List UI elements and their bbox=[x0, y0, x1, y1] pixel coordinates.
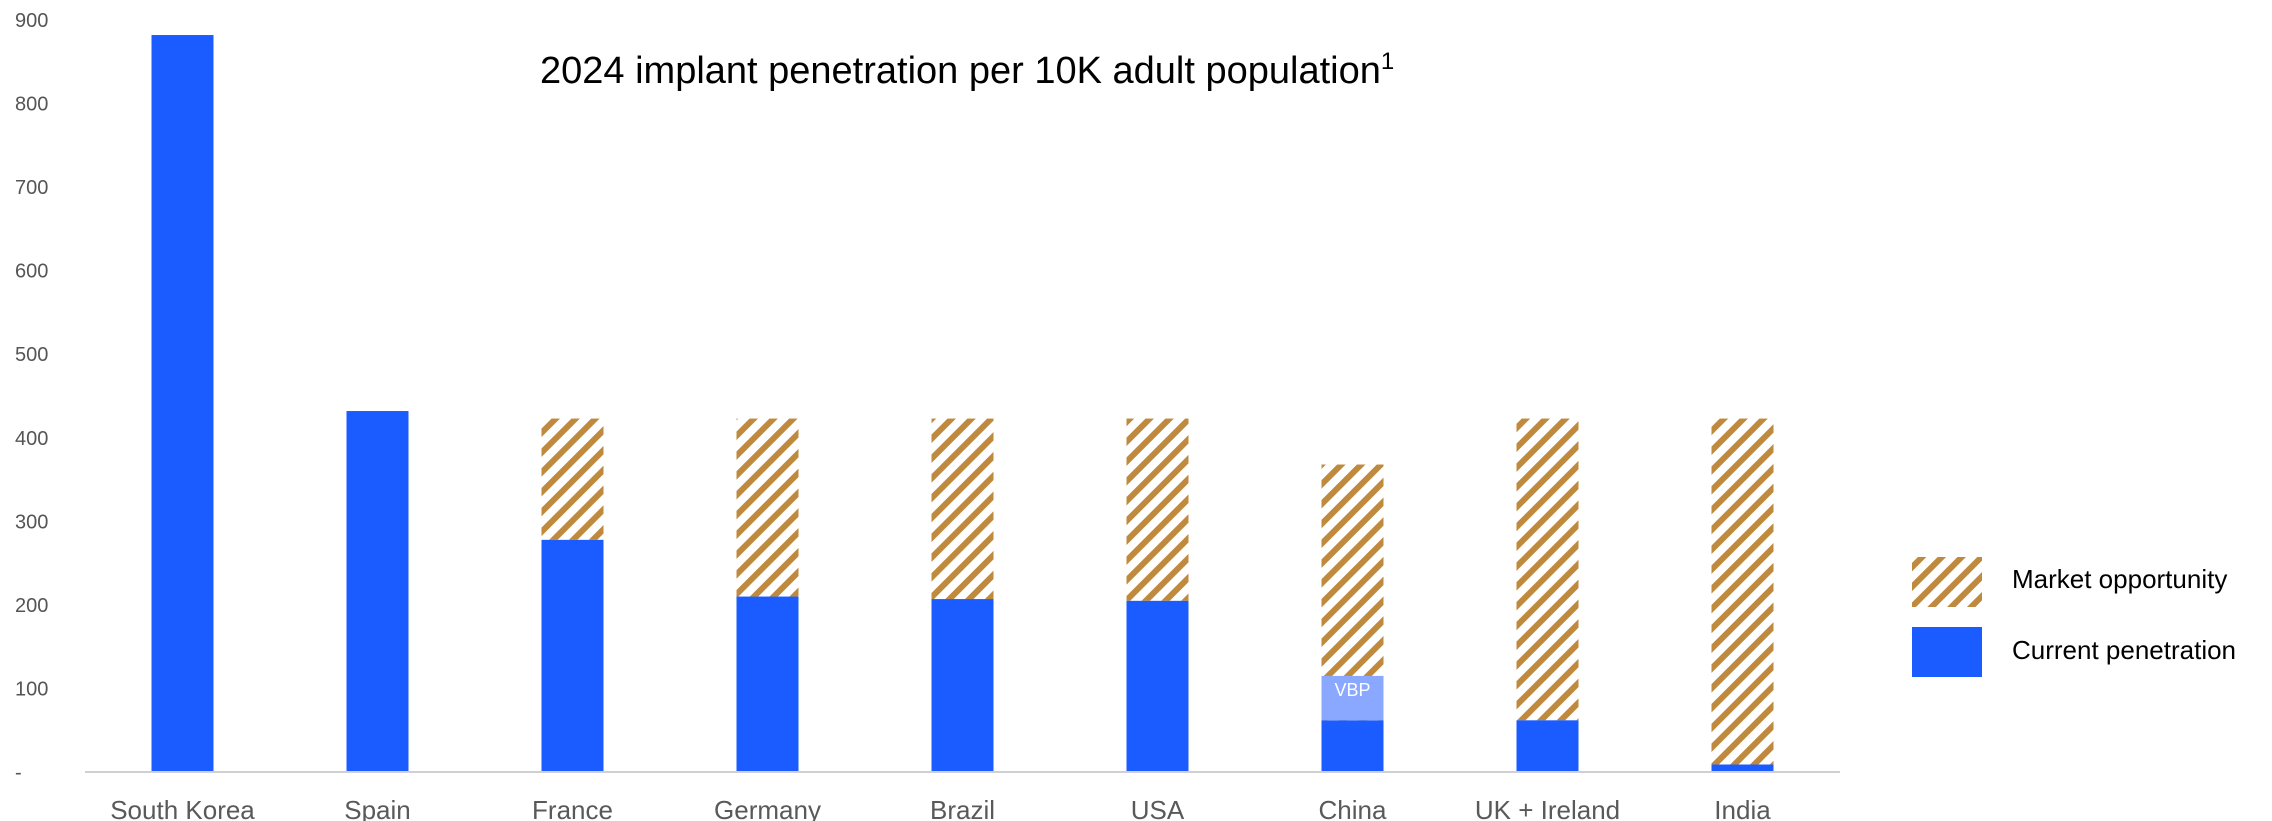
y-tick-label: 300 bbox=[15, 511, 48, 533]
legend-label-market-opportunity: Market opportunity bbox=[2012, 564, 2227, 594]
y-tick-label: 800 bbox=[15, 94, 48, 116]
y-tick-label: 500 bbox=[15, 344, 48, 366]
chart-title-text: 2024 implant penetration per 10K adult p… bbox=[540, 50, 1381, 92]
bar-current-china bbox=[1321, 720, 1384, 772]
y-axis-ticks: - 100 200 300 400 500 600 700 800 900 bbox=[15, 10, 48, 784]
bar-current-india bbox=[1711, 764, 1774, 772]
x-tick-label-germany: Germany bbox=[714, 795, 821, 821]
y-tick-label: 600 bbox=[15, 261, 48, 283]
x-tick-label-france: France bbox=[532, 795, 613, 821]
bar-vbp-segment bbox=[1321, 675, 1384, 721]
y-tick-label: 100 bbox=[15, 678, 48, 700]
bar-current-france bbox=[541, 539, 604, 772]
legend-swatch-market-opportunity bbox=[1912, 557, 1982, 607]
bar-opportunity-brazil bbox=[931, 418, 994, 600]
x-tick-label-uk-ireland: UK + Ireland bbox=[1475, 795, 1620, 821]
x-tick-label-china: China bbox=[1319, 795, 1387, 821]
bar-opportunity-uk-ireland bbox=[1516, 418, 1579, 721]
x-tick-label-usa: USA bbox=[1131, 795, 1185, 821]
bars: VBP bbox=[151, 35, 1774, 773]
bar-opportunity-india bbox=[1711, 418, 1774, 765]
y-tick-label: - bbox=[15, 762, 22, 784]
bar-current-uk-ireland bbox=[1516, 720, 1579, 772]
x-tick-label-brazil: Brazil bbox=[930, 795, 995, 821]
legend: Market opportunity Current penetration bbox=[1912, 557, 2236, 677]
y-tick-label: 700 bbox=[15, 177, 48, 199]
chart-title-superscript: 1 bbox=[1381, 48, 1394, 75]
bar-opportunity-france bbox=[541, 418, 604, 540]
y-tick-label: 900 bbox=[15, 10, 48, 32]
x-tick-label-south-korea: South Korea bbox=[110, 795, 255, 821]
x-axis-labels: South Korea Spain France Germany Brazil USA Ch… bbox=[110, 795, 1771, 821]
legend-swatch-current-penetration bbox=[1912, 627, 1982, 677]
bar-current-usa bbox=[1126, 600, 1189, 772]
legend-label-current-penetration: Current penetration bbox=[2012, 635, 2236, 665]
bar-opportunity-germany bbox=[736, 418, 799, 597]
bar-current-south-korea bbox=[151, 35, 214, 773]
bar-current-spain bbox=[346, 411, 409, 772]
x-tick-label-india: India bbox=[1714, 795, 1771, 821]
y-tick-label: 400 bbox=[15, 428, 48, 450]
chart-title: 2024 implant penetration per 10K adult p… bbox=[540, 48, 1394, 92]
bar-opportunity-usa bbox=[1126, 418, 1189, 601]
bar-current-brazil bbox=[931, 599, 994, 772]
bar-current-germany bbox=[736, 596, 799, 772]
vbp-label: VBP bbox=[1334, 680, 1370, 700]
y-tick-label: 200 bbox=[15, 595, 48, 617]
x-tick-label-spain: Spain bbox=[344, 795, 411, 821]
